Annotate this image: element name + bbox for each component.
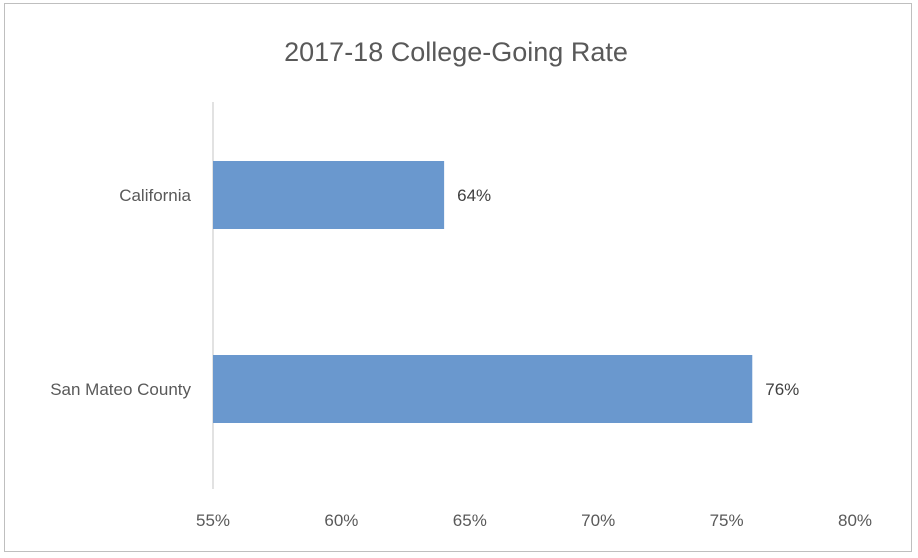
category-label: San Mateo County bbox=[50, 380, 191, 399]
data-label: 76% bbox=[765, 380, 799, 399]
x-tick-label: 75% bbox=[710, 511, 744, 530]
x-tick-label: 65% bbox=[453, 511, 487, 530]
data-label: 64% bbox=[457, 186, 491, 205]
chart-frame: 2017-18 College-Going Rate California 64%… bbox=[4, 3, 912, 552]
chart-title: 2017-18 College-Going Rate bbox=[284, 37, 628, 67]
bar-california bbox=[213, 161, 445, 229]
bar-chart: 2017-18 College-Going Rate California 64%… bbox=[50, 37, 872, 530]
category-label: California bbox=[119, 186, 191, 205]
x-tick-label: 60% bbox=[324, 511, 358, 530]
x-tick-label: 55% bbox=[196, 511, 230, 530]
x-tick-label: 80% bbox=[838, 511, 872, 530]
x-axis-ticks: 55% 60% 65% 70% 75% 80% bbox=[196, 511, 872, 530]
bars-group: California 64% San Mateo County 76% bbox=[50, 161, 799, 423]
bar-san-mateo-county bbox=[213, 355, 753, 423]
x-tick-label: 70% bbox=[581, 511, 615, 530]
